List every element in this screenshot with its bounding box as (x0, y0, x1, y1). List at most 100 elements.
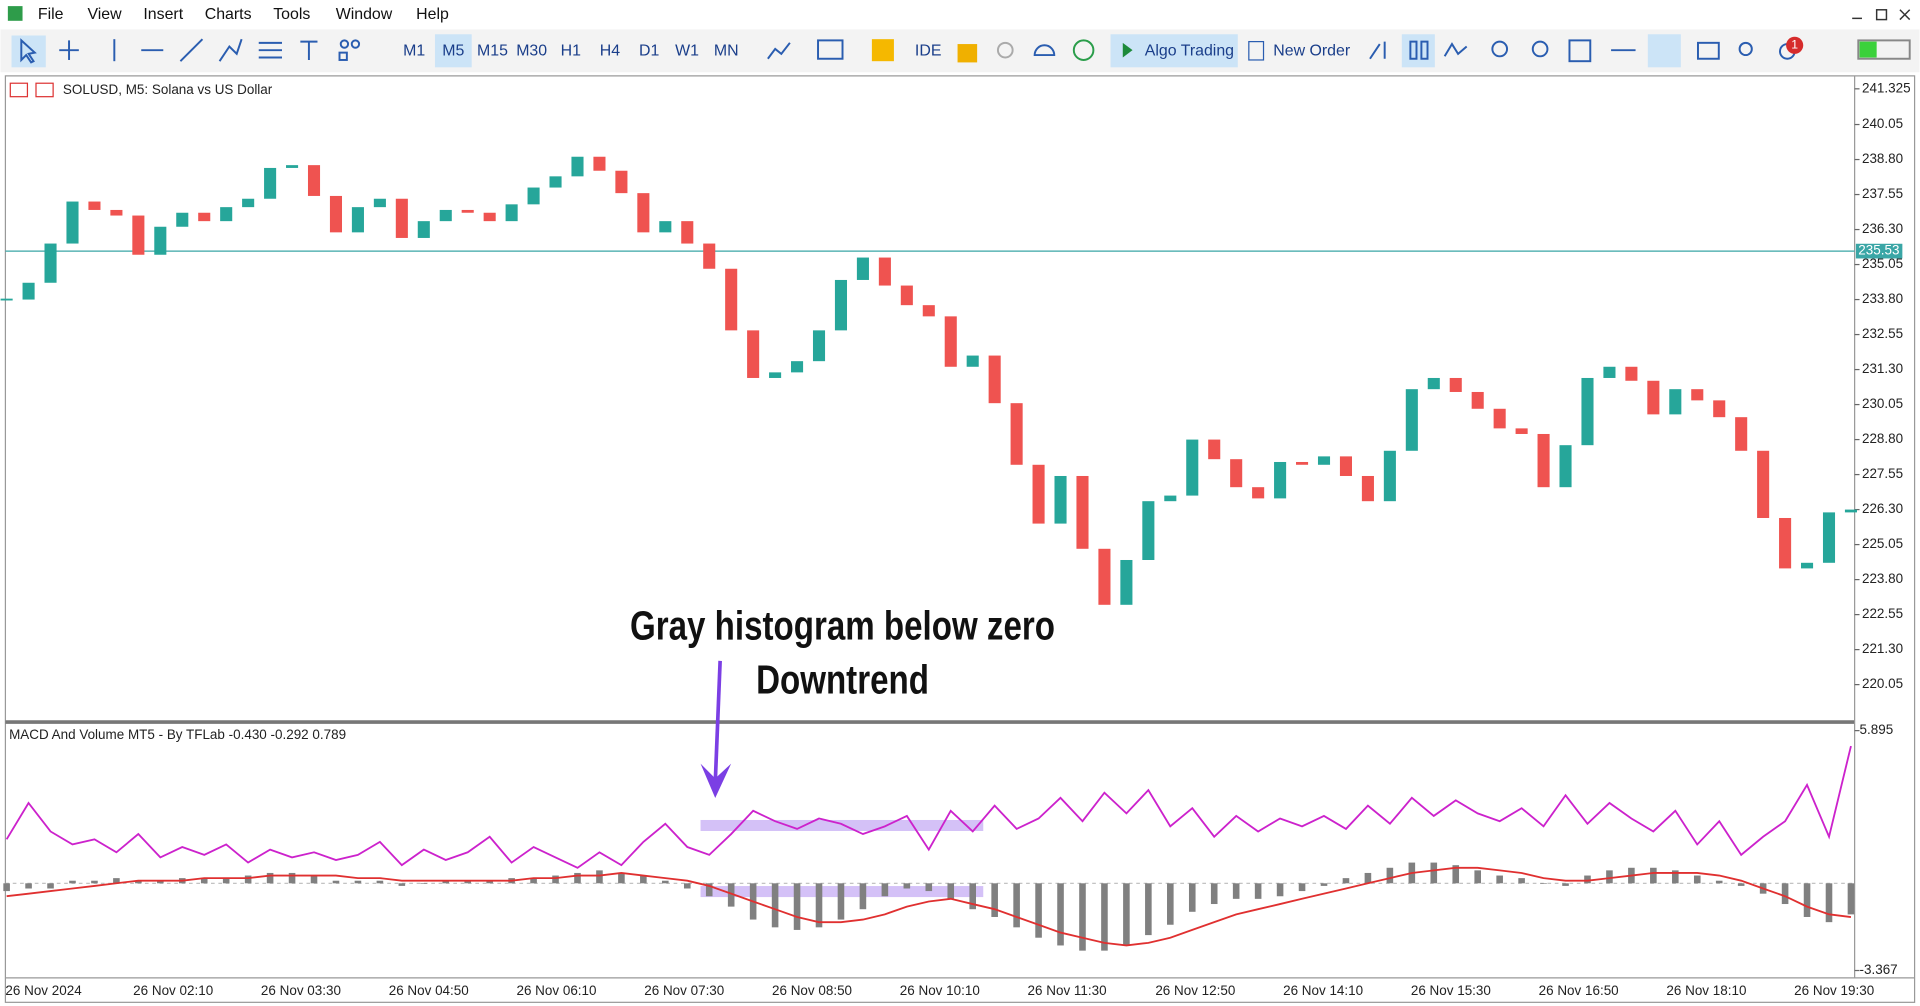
y-tick-label: 225.05 (1862, 536, 1903, 551)
candle (747, 330, 760, 378)
candle (1186, 439, 1199, 496)
candle (878, 257, 891, 286)
histogram-bar (1101, 883, 1108, 951)
y-tick-label: 233.80 (1862, 291, 1903, 306)
histogram-bar (157, 880, 164, 884)
x-tick-label: 26 Nov 03:30 (261, 983, 341, 998)
y-tick-label: 237.55 (1862, 186, 1903, 201)
y-tick-label: 232.55 (1862, 326, 1903, 341)
annotation: Gray histogram below zero (630, 604, 1055, 649)
histogram-bar (354, 880, 362, 884)
histogram-bar (1781, 883, 1789, 905)
y-tick-label: 240.05 (1862, 116, 1903, 131)
window-controls[interactable] (1852, 9, 1911, 21)
candle (439, 209, 452, 222)
timeframe[interactable]: M30 (516, 43, 547, 60)
candle (1120, 559, 1133, 605)
histogram-bar (947, 883, 955, 899)
histogram-bar (332, 880, 340, 884)
timeframe[interactable]: M5 (442, 43, 464, 60)
y-tick-label: 241.325 (1862, 80, 1911, 95)
candle (1471, 391, 1484, 409)
view-tools[interactable] (1369, 34, 1911, 68)
candle (725, 268, 738, 331)
histogram-bar (1606, 870, 1613, 884)
candle (1735, 417, 1748, 451)
y-tick-label: 227.55 (1862, 466, 1903, 481)
candle (1757, 450, 1770, 518)
candle (1669, 389, 1682, 415)
candle (1142, 501, 1155, 560)
timeframe[interactable]: M1 (403, 43, 425, 60)
histogram-bar (881, 883, 889, 897)
menu-item[interactable]: Charts (205, 6, 252, 23)
x-tick-label: 26 Nov 06:10 (516, 983, 596, 998)
new-order[interactable]: New Order (1273, 43, 1351, 60)
histogram-bar (288, 872, 296, 884)
y-tick-label: 220.05 (1862, 676, 1903, 691)
menu-item[interactable]: Window (336, 6, 393, 23)
menu-item[interactable]: Insert (143, 6, 183, 23)
histogram-bar (815, 883, 823, 928)
candle (615, 170, 628, 194)
histogram-bar (1232, 883, 1240, 899)
order-icon (1248, 40, 1265, 61)
histogram-bar (1803, 883, 1811, 917)
candle (22, 282, 35, 300)
histogram-bar (837, 883, 845, 920)
candle (812, 330, 826, 362)
candle (351, 207, 364, 233)
histogram-bar (1057, 883, 1064, 946)
histogram-bar (1254, 883, 1262, 899)
candle (1603, 366, 1616, 378)
menu-item[interactable]: View (87, 6, 122, 23)
candle (417, 221, 430, 238)
histogram-bar (47, 883, 54, 889)
timeframe[interactable]: D1 (639, 43, 659, 60)
histogram-bar (662, 880, 669, 884)
y-tick-label: 5.895 (1860, 722, 1894, 737)
badge (1786, 36, 1804, 54)
candle (1844, 509, 1857, 513)
menu-bar (0, 0, 1920, 29)
candle (1625, 366, 1638, 381)
timeframe[interactable]: H1 (561, 43, 581, 60)
drawing-tools[interactable] (11, 35, 361, 68)
histogram-bar (1496, 875, 1503, 884)
histogram-bar (266, 872, 274, 884)
x-tick-label: 26 Nov 15:30 (1411, 983, 1491, 998)
candle (1274, 461, 1287, 499)
candle (1317, 456, 1331, 465)
histogram-bar (640, 875, 647, 884)
price-label-bg (1855, 243, 1903, 259)
histogram-bar (442, 880, 450, 884)
candle (769, 372, 782, 378)
candle (1296, 461, 1309, 465)
menu-item[interactable]: File (38, 6, 64, 23)
timeframe[interactable]: MN (714, 43, 739, 60)
histogram-bar (1430, 862, 1438, 884)
histogram-bar (1123, 883, 1130, 946)
chart-tools[interactable] (767, 39, 1095, 63)
menu-item[interactable]: Help (416, 6, 449, 23)
menu-item[interactable]: Tools (273, 6, 310, 23)
candle (1515, 428, 1528, 434)
histogram-bar (683, 883, 691, 889)
candle (220, 207, 233, 222)
histogram-bar (1847, 883, 1855, 915)
candle (1801, 562, 1814, 569)
histogram-bar (1167, 883, 1174, 925)
histogram-bar (903, 883, 911, 889)
y-tick-label: 228.80 (1862, 431, 1903, 446)
candle (966, 355, 979, 367)
algo-trading[interactable]: Algo Trading (1145, 43, 1234, 60)
arrow-head (700, 763, 732, 798)
x-tick-label: 26 Nov 2024 (5, 983, 82, 998)
timeframe[interactable]: M15 (477, 43, 508, 60)
candle (242, 198, 255, 208)
candle (264, 167, 277, 199)
timeframe[interactable]: H4 (600, 43, 620, 60)
ide[interactable]: IDE (915, 43, 942, 60)
timeframe[interactable]: W1 (675, 43, 699, 60)
